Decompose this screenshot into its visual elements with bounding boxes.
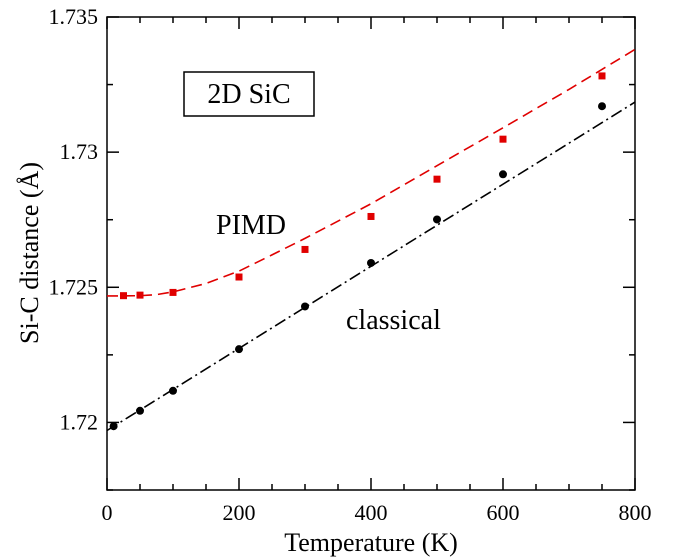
boxed-label-text: 2D SiC <box>207 79 290 110</box>
y-tick-label: 1.725 <box>49 274 99 299</box>
pimd-annotation: PIMD <box>216 210 286 241</box>
pimd-point <box>433 175 441 183</box>
classical-point <box>169 386 177 395</box>
x-tick-label: 400 <box>355 500 388 525</box>
y-axis-title: Si-C distance (Å) <box>15 162 44 344</box>
y-tick-label: 1.735 <box>49 4 99 29</box>
x-tick-label: 200 <box>223 500 256 525</box>
classical-annotation: classical <box>346 305 441 336</box>
pimd-point <box>598 72 606 80</box>
x-tick-label: 0 <box>102 500 113 525</box>
data-points <box>109 72 606 431</box>
classical-point <box>433 215 441 224</box>
pimd-point <box>367 212 375 220</box>
pimd-point <box>301 245 309 253</box>
classical-point <box>136 406 144 415</box>
classical-point <box>109 422 118 431</box>
x-tick-label: 600 <box>487 500 520 525</box>
x-tick-label: 800 <box>619 500 652 525</box>
x-axis-title: Temperature (K) <box>284 528 458 557</box>
classical-point <box>499 170 507 179</box>
boxed-label: 2D SiC <box>183 71 315 117</box>
classical-point <box>367 258 375 267</box>
pimd-point <box>499 135 507 143</box>
pimd-point <box>120 292 127 300</box>
pimd-point <box>169 288 177 296</box>
y-tick-label: 1.72 <box>60 409 99 434</box>
boxed-label-frame <box>183 71 315 117</box>
pimd-point <box>235 273 243 281</box>
classical-point <box>301 302 309 311</box>
classical-point <box>235 345 243 354</box>
pimd-point <box>136 291 144 299</box>
y-tick-label: 1.73 <box>60 139 99 164</box>
classical-point <box>598 102 606 111</box>
tick-labels: 0 200 400 600 800 1.72 1.725 1.73 1.735 <box>49 4 652 525</box>
